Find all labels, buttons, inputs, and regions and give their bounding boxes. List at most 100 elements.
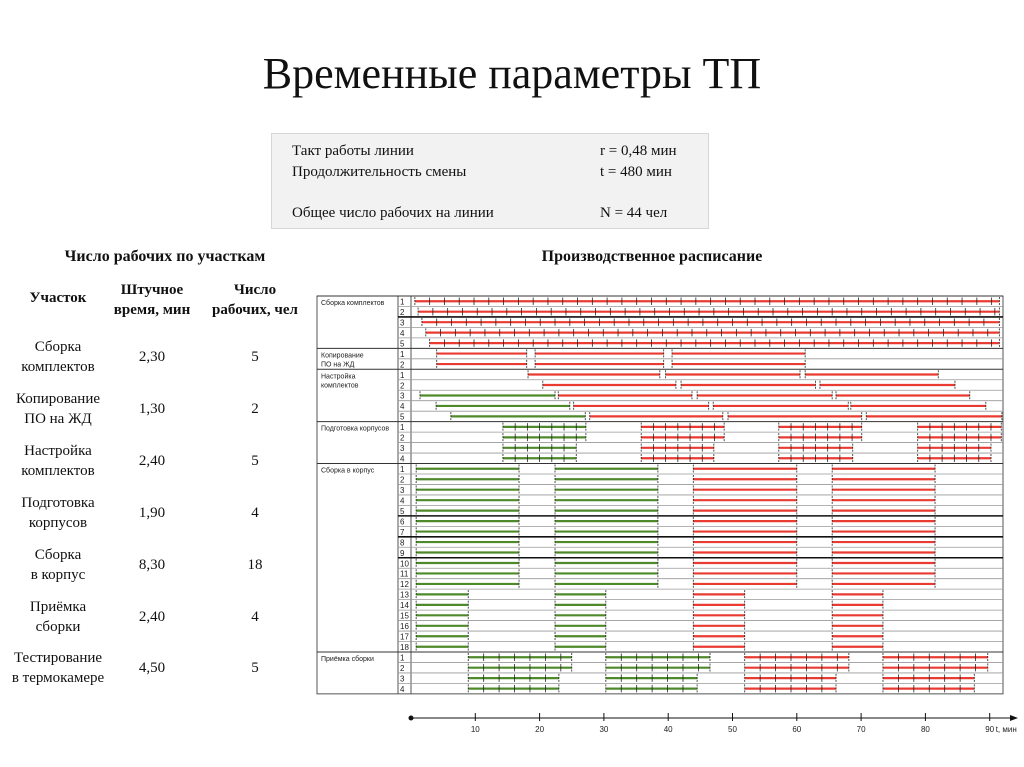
col-header-time-line1: Штучное xyxy=(120,282,184,298)
chart-title: Производственное расписание xyxy=(541,248,763,265)
row-number: 4 xyxy=(400,402,405,411)
table-cell-time: 2,30 xyxy=(138,349,166,365)
row-number: 4 xyxy=(400,455,405,464)
section-name-line1: Копирование xyxy=(15,391,101,407)
row-number: 17 xyxy=(400,633,409,642)
row-number: 9 xyxy=(400,549,405,558)
x-tick-label: 60 xyxy=(792,725,801,734)
row-number: 2 xyxy=(400,308,405,317)
line-parameters-box: Такт работы линии r = 0,48 мин Продолжит… xyxy=(271,133,709,229)
section-name-line1: Настройка xyxy=(24,443,92,459)
x-tick-label: 50 xyxy=(728,725,737,734)
row-number: 2 xyxy=(400,360,405,369)
col-header-time: Штучное время, мин xyxy=(102,280,202,320)
param-label-shift: Продолжительность смены xyxy=(292,164,467,180)
row-number: 3 xyxy=(400,674,405,683)
table-cell-time: 1,90 xyxy=(138,505,166,521)
row-number: 2 xyxy=(400,434,405,443)
row-number: 1 xyxy=(400,653,405,662)
section-name-line1: Тестирование xyxy=(13,650,103,666)
group-label: комплектов xyxy=(321,382,359,389)
section-name-line1: Сборка xyxy=(34,339,82,355)
table-cell-time: 1,30 xyxy=(138,401,166,417)
x-tick-label: 80 xyxy=(921,725,930,734)
row-number: 4 xyxy=(400,496,405,505)
param-value-shift: t = 480 мин xyxy=(600,164,672,180)
row-number: 10 xyxy=(400,559,409,568)
row-number: 1 xyxy=(400,298,405,307)
group-label: Сборка комплектов xyxy=(321,299,385,307)
row-number: 3 xyxy=(400,486,405,495)
table-cell-workers: 18 xyxy=(247,557,263,573)
group-label: Настройка xyxy=(321,372,356,380)
col-header-workers-line1: Число xyxy=(233,282,277,298)
row-number: 7 xyxy=(400,528,405,537)
table-cell-workers: 5 xyxy=(251,660,259,676)
table-row-section: Сборка комплектов xyxy=(0,337,116,377)
table-cell-workers: 5 xyxy=(251,453,259,469)
section-name-line2: в термокамере xyxy=(11,670,105,686)
table-row-section: Подготовка корпусов xyxy=(0,493,116,533)
param-value-takt: r = 0,48 мин xyxy=(600,143,677,159)
section-name-line2: корпусов xyxy=(28,515,88,531)
workers-table-heading: Число рабочих по участкам xyxy=(64,248,266,265)
x-axis-arrow-icon xyxy=(1010,715,1018,721)
row-number: 2 xyxy=(400,664,405,673)
row-number: 6 xyxy=(400,517,405,526)
col-header-section: Участок xyxy=(29,290,87,306)
row-number: 11 xyxy=(400,570,409,579)
section-name-line1: Подготовка xyxy=(21,495,95,511)
row-number: 3 xyxy=(400,392,405,401)
row-number: 3 xyxy=(400,318,405,327)
row-number: 1 xyxy=(400,371,405,380)
x-tick-label: 10 xyxy=(471,725,480,734)
x-tick-label: 70 xyxy=(857,725,866,734)
group-label: Копирование xyxy=(321,352,364,359)
row-number: 5 xyxy=(400,413,405,422)
table-cell-workers: 5 xyxy=(251,349,259,365)
table-cell-time: 8,30 xyxy=(138,557,166,573)
x-axis-origin xyxy=(408,715,414,721)
x-tick-label: 40 xyxy=(664,725,673,734)
section-name-line2: комплектов xyxy=(21,359,95,375)
section-name-line2: в корпус xyxy=(30,567,86,583)
row-number: 18 xyxy=(400,643,409,652)
x-axis-label: t, мин xyxy=(996,725,1017,734)
row-number: 14 xyxy=(400,601,409,610)
section-name-line1: Сборка xyxy=(34,547,82,563)
param-value-workers: N = 44 чел xyxy=(600,205,668,221)
group-label: Сборка в корпус xyxy=(321,467,375,475)
table-cell-time: 2,40 xyxy=(138,453,166,469)
row-number: 12 xyxy=(400,580,409,589)
table-cell-time: 2,40 xyxy=(138,609,166,625)
table-cell-workers: 4 xyxy=(251,609,259,625)
table-row-section: Приёмка сборки xyxy=(0,597,116,637)
table-cell-workers: 4 xyxy=(251,505,259,521)
section-name-line2: ПО на ЖД xyxy=(24,411,92,427)
row-number: 1 xyxy=(400,423,405,432)
row-number: 5 xyxy=(400,507,405,516)
slide-title: Временные параметры ТП xyxy=(262,49,762,98)
x-tick-label: 20 xyxy=(535,725,544,734)
row-number: 4 xyxy=(400,685,405,694)
table-row-section: Копирование ПО на ЖД xyxy=(0,389,116,429)
param-label-takt: Такт работы линии xyxy=(292,143,414,159)
section-name-line1: Приёмка xyxy=(29,599,87,615)
row-number: 2 xyxy=(400,475,405,484)
table-row-section: Сборка в корпус xyxy=(0,545,116,585)
col-header-workers-line2: рабочих, чел xyxy=(212,302,298,318)
table-row-section: Настройка комплектов xyxy=(0,441,116,481)
row-number: 8 xyxy=(400,538,405,547)
row-number: 4 xyxy=(400,329,405,338)
group-label: Подготовка корпусов xyxy=(321,426,389,433)
param-label-workers: Общее число рабочих на линии xyxy=(292,205,494,221)
table-cell-workers: 2 xyxy=(251,401,259,417)
row-number: 1 xyxy=(400,350,405,359)
row-number: 1 xyxy=(400,465,405,474)
section-name-line2: комплектов xyxy=(21,463,95,479)
x-tick-label: 30 xyxy=(599,725,608,734)
group-label: ПО на ЖД xyxy=(321,361,355,368)
table-cell-time: 4,50 xyxy=(138,660,166,676)
table-row-section: Тестирование в термокамере xyxy=(0,648,116,688)
